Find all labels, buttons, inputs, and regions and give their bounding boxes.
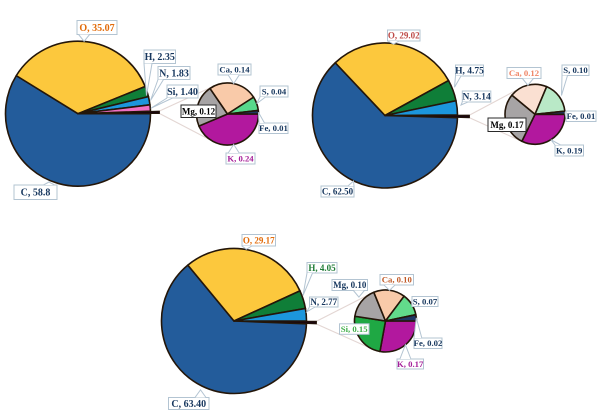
svg-text:Fe, 0.01: Fe, 0.01 xyxy=(259,123,288,133)
svg-text:K, 0.24: K, 0.24 xyxy=(227,154,254,164)
svg-text:K, 0.19: K, 0.19 xyxy=(556,146,583,156)
svg-text:Mg, 0.17: Mg, 0.17 xyxy=(490,120,524,130)
svg-text:S, 0.04: S, 0.04 xyxy=(262,87,287,97)
svg-text:K, 0.17: K, 0.17 xyxy=(397,359,424,369)
svg-text:N, 2.77: N, 2.77 xyxy=(310,297,337,307)
svg-text:O, 29.02: O, 29.02 xyxy=(388,31,420,41)
svg-text:Ca, 0.10: Ca, 0.10 xyxy=(382,275,413,285)
svg-text:C, 62.50: C, 62.50 xyxy=(322,187,354,197)
svg-text:Mg, 0.12: Mg, 0.12 xyxy=(182,106,216,116)
svg-text:S, 0.10: S, 0.10 xyxy=(563,65,588,75)
svg-text:H, 4.75: H, 4.75 xyxy=(455,67,484,77)
svg-text:S, 0.07: S, 0.07 xyxy=(413,297,438,307)
svg-text:Mg, 0.10: Mg, 0.10 xyxy=(333,280,367,290)
svg-text:Ca, 0.12: Ca, 0.12 xyxy=(509,68,539,78)
svg-text:C, 63.40: C, 63.40 xyxy=(171,399,206,410)
svg-text:N, 3.14: N, 3.14 xyxy=(462,93,490,103)
svg-text:Ca, 0.14: Ca, 0.14 xyxy=(219,65,250,75)
svg-text:Fe, 0.02: Fe, 0.02 xyxy=(414,338,443,348)
svg-text:H, 2.35: H, 2.35 xyxy=(145,52,175,63)
svg-text:C, 58.8: C, 58.8 xyxy=(21,188,51,199)
svg-text:H, 4.05: H, 4.05 xyxy=(308,263,336,273)
svg-text:N, 1.83: N, 1.83 xyxy=(159,68,189,79)
svg-text:Fe, 0.01: Fe, 0.01 xyxy=(567,111,596,121)
svg-text:O, 35.07: O, 35.07 xyxy=(79,23,114,34)
svg-text:Si, 0.15: Si, 0.15 xyxy=(341,324,368,334)
svg-text:O, 29.17: O, 29.17 xyxy=(243,235,275,245)
svg-text:Si, 1.40: Si, 1.40 xyxy=(167,87,198,98)
